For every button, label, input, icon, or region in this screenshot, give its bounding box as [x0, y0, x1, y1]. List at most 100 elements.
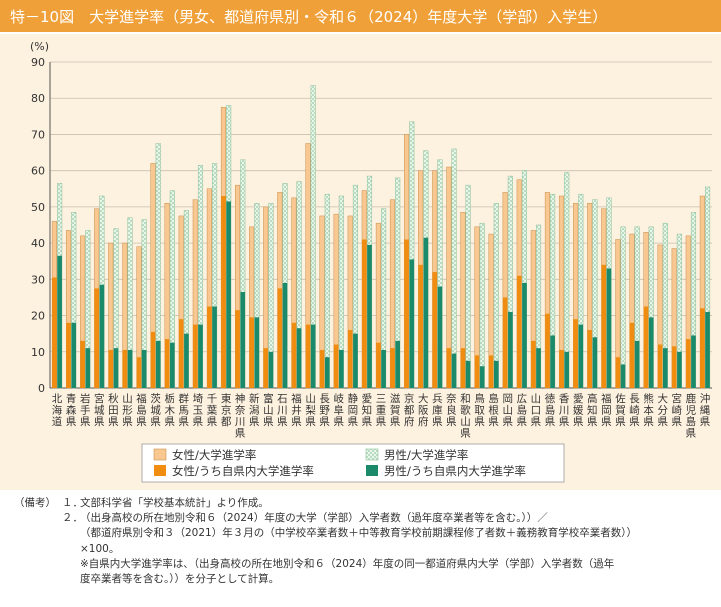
bar-male-local	[550, 335, 555, 388]
bar-female-local	[347, 330, 353, 388]
bar-male-local	[155, 340, 161, 388]
y-tick-label: 70	[31, 128, 45, 141]
bar-female-local	[404, 239, 409, 388]
bar-female-local	[66, 322, 71, 388]
bar-male-local	[620, 364, 626, 388]
x-tick-label: 長崎県	[629, 393, 640, 428]
y-tick-label: 90	[31, 56, 45, 69]
bar-male-local	[212, 306, 217, 388]
bar-female-local	[192, 324, 198, 388]
x-tick-label: 山口県	[531, 393, 542, 428]
bar-female-local	[94, 288, 99, 388]
x-tick-label: 奈良県	[446, 392, 457, 428]
y-tick-label: 30	[31, 273, 45, 286]
x-tick-label: 群馬県	[179, 392, 190, 428]
x-tick-label: 佐賀県	[615, 392, 626, 428]
bar-female-local	[531, 340, 536, 388]
bar-male-local	[339, 349, 344, 388]
notes-label: （備考）	[14, 497, 56, 509]
x-tick-label: 山梨県	[305, 393, 316, 428]
x-tick-label: 静岡県	[348, 392, 359, 428]
bar-male-total	[465, 184, 471, 389]
x-tick-label: 島根県	[488, 392, 499, 428]
bar-male-local	[141, 349, 147, 388]
x-tick-label: 熊本県	[643, 392, 654, 428]
x-tick-label: 山形県	[122, 393, 133, 428]
x-tick-label: 埼玉県	[193, 392, 204, 428]
bar-female-local	[685, 339, 691, 388]
bar-male-local	[99, 284, 105, 388]
bar-female-local	[376, 342, 381, 388]
chart-title: 特－10図 大学進学率（男女、都道府県別・令和６（2024）年度大学（学部）入学…	[10, 8, 608, 26]
x-tick-label: 沖縄県	[700, 392, 711, 428]
bar-female-local	[502, 297, 508, 388]
bar-male-local	[381, 349, 386, 388]
y-tick-label: 0	[38, 382, 45, 395]
bar-female-local	[643, 306, 649, 388]
x-tick-label: 京都府	[404, 392, 415, 428]
bar-female-local	[601, 264, 607, 388]
legend-label: 男性/大学進学率	[384, 448, 468, 462]
bar-male-local	[409, 259, 415, 388]
bar-male-local	[113, 348, 119, 388]
note-text: ※自県内大学進学率は、（出身高校の所在地別令和６（2024）年度の同一都道府県内…	[80, 557, 615, 586]
bar-male-local	[310, 324, 316, 388]
legend-label: 女性/大学進学率	[172, 448, 256, 462]
y-tick-label: 40	[31, 237, 45, 250]
legend-swatch	[365, 448, 379, 461]
note-num: １．	[62, 497, 83, 509]
bar-female-local	[277, 288, 283, 388]
note-text: （出身高校の所在地別令和６（2024）年度の大学（学部）入学者数（過年度卒業者等…	[80, 512, 637, 555]
chart-area: (%) 0 10 20 30 40 50 60 70 80 90 北海道 青森県 岩手県 宮城県 秋田県山…	[0, 34, 721, 490]
x-tick-label: 石川県	[277, 393, 288, 428]
x-tick-label: 兵庫県	[432, 392, 443, 428]
x-tick-label: 宮崎県	[672, 392, 683, 428]
x-tick-label: 岐阜県	[333, 392, 344, 428]
bar-male-local	[353, 333, 358, 388]
x-tick-label: 新潟県	[249, 392, 260, 428]
x-tick-label: 神奈川県	[235, 392, 246, 440]
x-tick-label: 北海道	[52, 393, 63, 428]
legend-label: 女性/うち自県内大学進学率	[172, 464, 314, 478]
bar-male-local	[606, 268, 612, 388]
bar-female-local	[488, 355, 494, 388]
bar-female-local	[516, 275, 522, 388]
bar-male-local	[437, 286, 443, 388]
bar-male-local	[268, 351, 274, 388]
bar-male-total	[451, 148, 457, 389]
bar-female-local	[390, 348, 395, 388]
note-num: ２．	[62, 512, 83, 525]
x-tick-label: 高知県	[587, 392, 598, 428]
y-tick-label: 20	[31, 310, 45, 323]
x-tick-label: 岩手県	[80, 392, 91, 428]
x-tick-label: 千葉県	[207, 393, 218, 428]
bar-male-local	[254, 317, 260, 388]
bar-female-local	[108, 349, 114, 388]
x-tick-label: 鹿児島県	[686, 392, 697, 440]
x-tick-label: 滋賀県	[390, 392, 401, 428]
y-axis-label: (%)	[30, 40, 49, 53]
x-tick-label: 愛知県	[362, 392, 373, 428]
x-tick-label: 青森県	[66, 392, 77, 428]
x-tick-label: 長野県	[319, 393, 330, 428]
chart-header: 特－10図 大学進学率（男女、都道府県別・令和６（2024）年度大学（学部）入学…	[0, 0, 721, 32]
bar-male-local	[170, 342, 175, 388]
bar-female-local	[418, 264, 423, 388]
bar-female-local	[657, 344, 663, 388]
x-tick-label: 東京都	[221, 392, 232, 428]
bar-male-local	[240, 292, 246, 388]
legend-swatch	[153, 448, 167, 461]
bar-female-local	[333, 344, 339, 388]
x-tick-label: 秋田県	[108, 392, 119, 428]
bar-male-local	[705, 311, 710, 388]
x-tick-label: 愛媛県	[573, 392, 584, 428]
bar-male-local	[536, 348, 541, 388]
bar-male-total	[493, 203, 499, 389]
bar-female-local	[263, 348, 269, 388]
bar-female-local	[291, 322, 297, 388]
bar-female-local	[446, 348, 452, 388]
bar-male-local	[578, 324, 584, 388]
bar-female-local	[136, 357, 142, 388]
bar-female-local	[629, 322, 635, 388]
